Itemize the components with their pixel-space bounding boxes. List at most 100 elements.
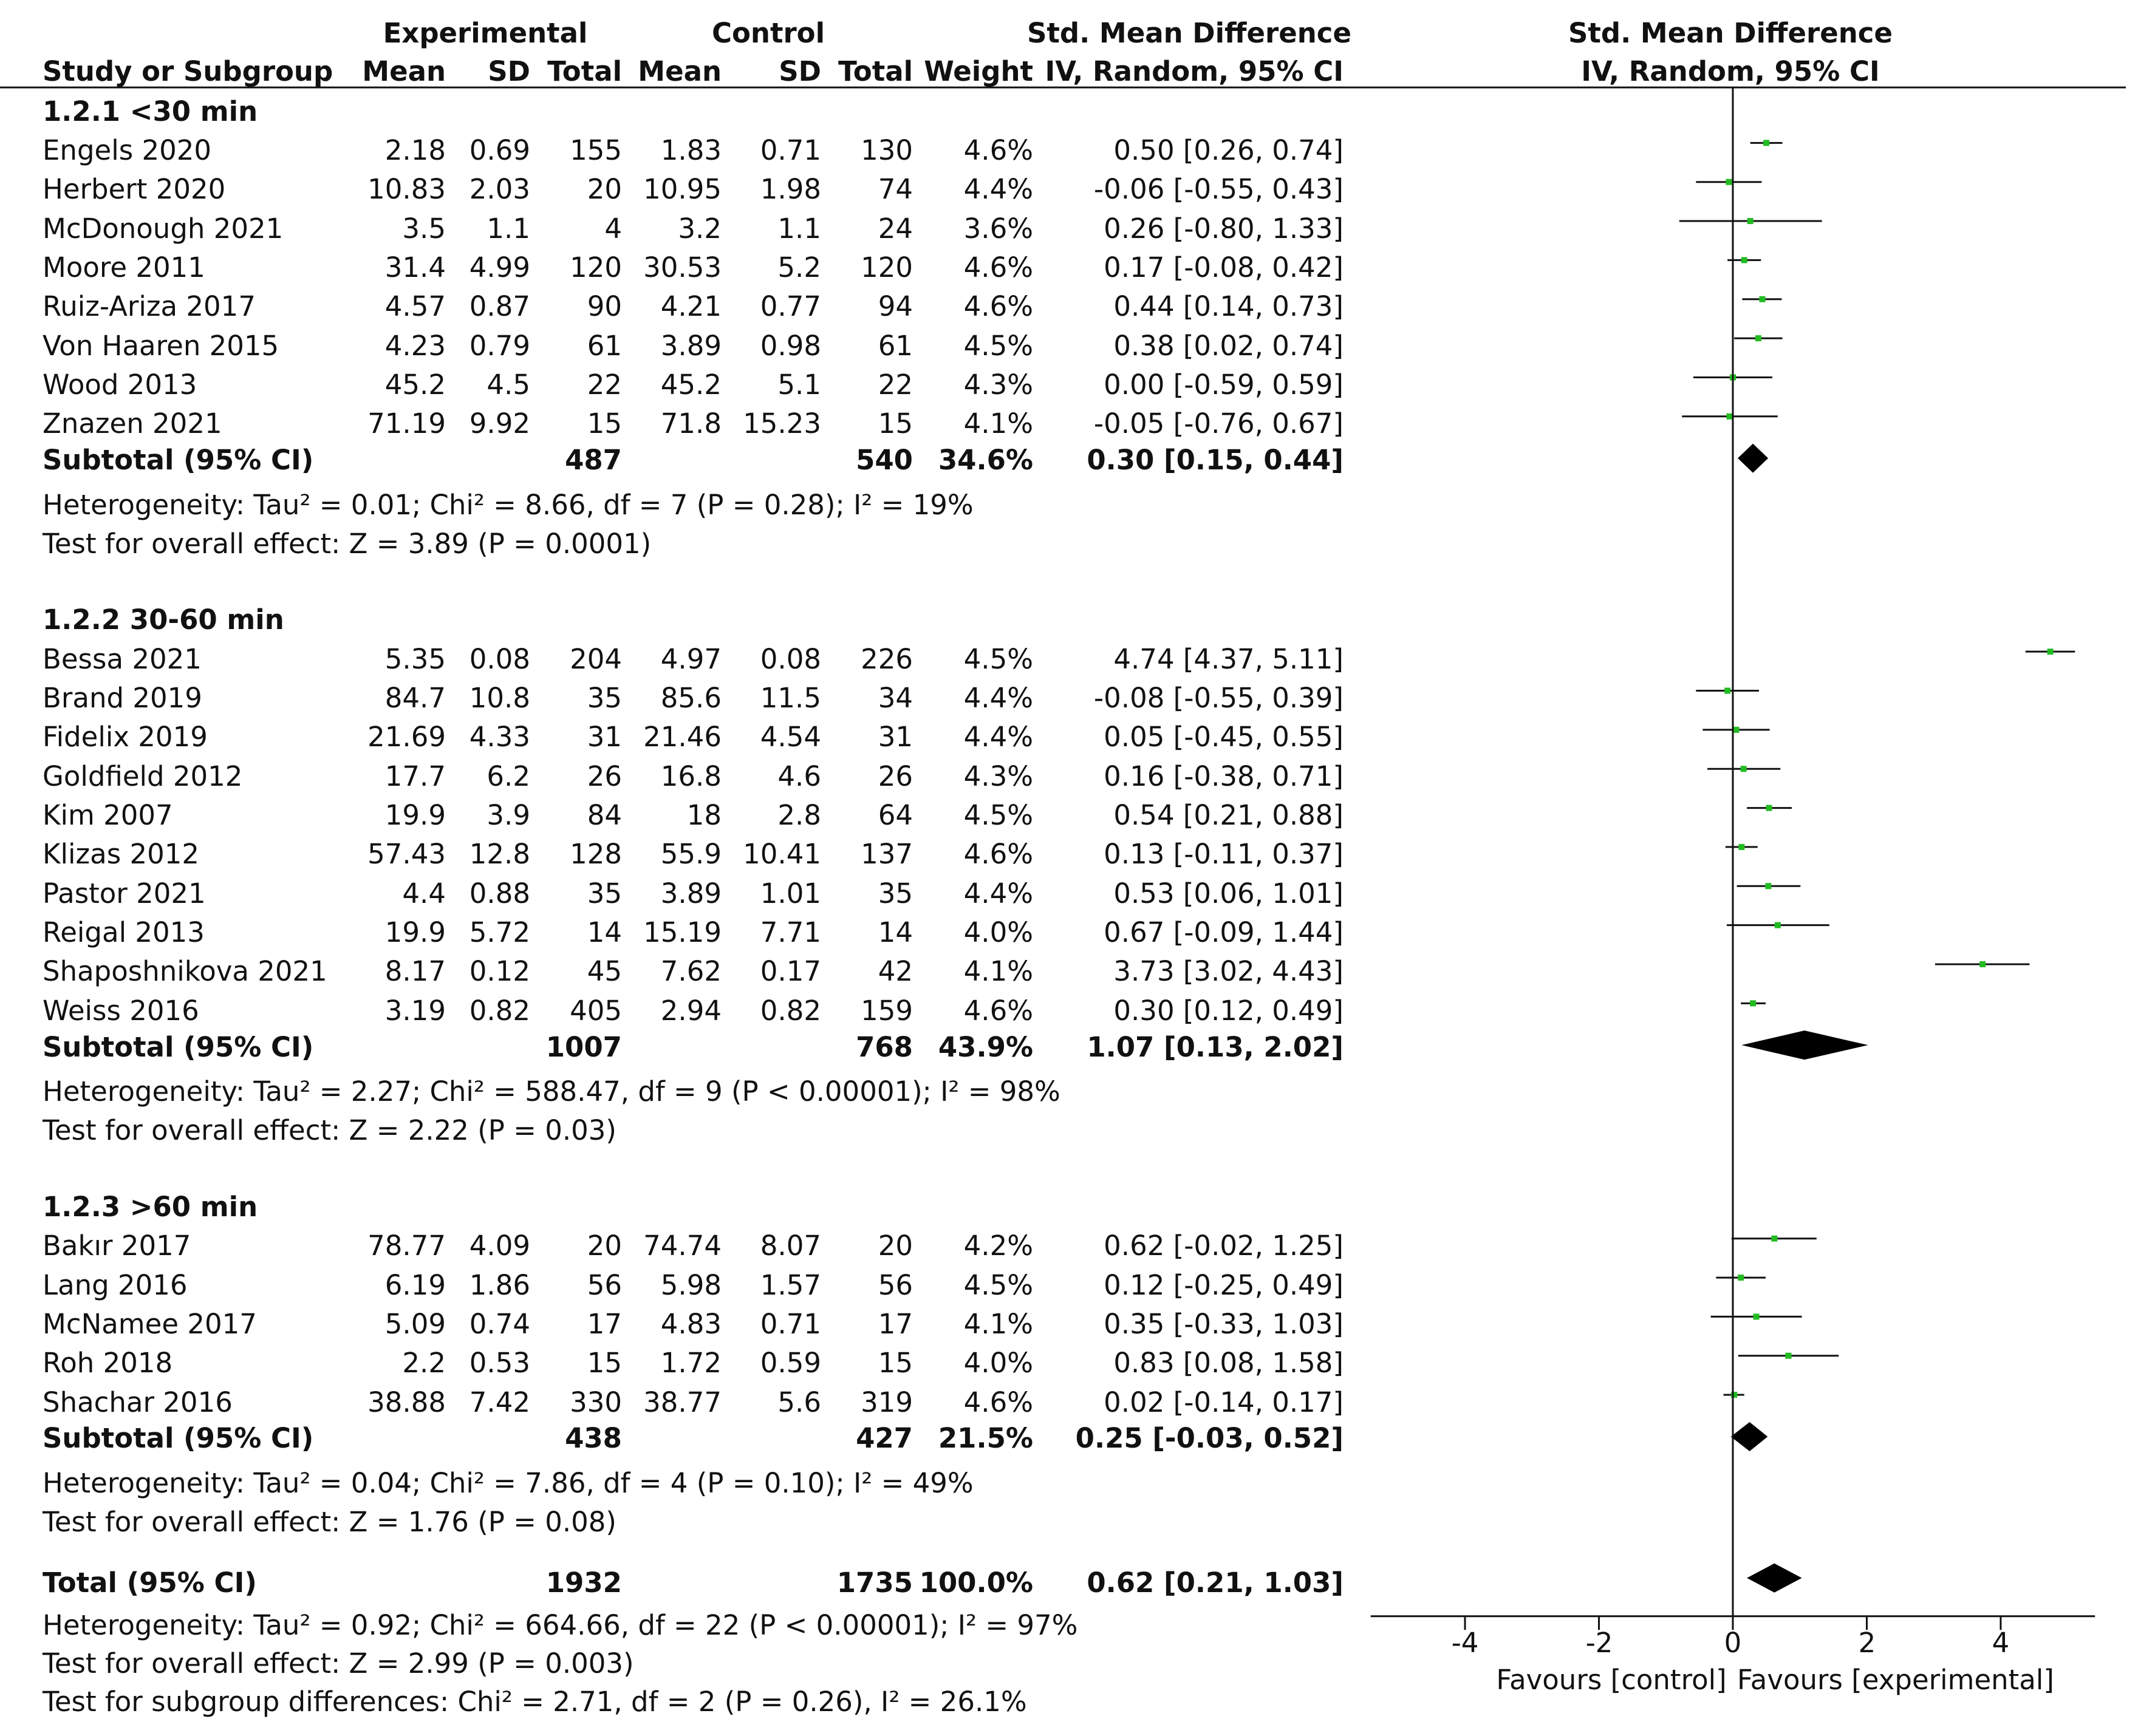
study-name: Shachar 2016 [43,1386,233,1418]
study-sd-experimental: 0.74 [469,1308,530,1340]
study-total-experimental: 15 [587,407,622,440]
study-total-experimental: 20 [587,173,622,205]
study-mean-experimental: 8.17 [384,955,446,987]
study-mean-experimental: 45.2 [384,369,446,401]
study-estimate-marker [1726,179,1732,185]
study-sd-control: 11.5 [760,682,821,714]
heterogeneity-text: Heterogeneity: Tau² = 0.04; Chi² = 7.86,… [43,1467,974,1499]
study-total-experimental: 20 [587,1230,622,1262]
study-name: Moore 2011 [43,251,205,284]
study-mean-control: 71.8 [660,407,722,440]
study-ci: 0.38 [0.02, 0.74] [1113,330,1344,362]
heterogeneity-text: Heterogeneity: Tau² = 0.01; Chi² = 8.66,… [43,489,974,521]
subtotal-total-control: 427 [856,1422,913,1454]
study-sd-control: 0.71 [760,134,821,166]
subtotal-total-experimental: 1007 [545,1031,622,1063]
study-total-control: 61 [878,330,913,362]
x-axis-tick-label: -2 [1585,1627,1613,1659]
study-sd-control: 0.08 [760,643,821,675]
study-mean-experimental: 5.35 [384,643,446,675]
favours-control-label: Favours [control] [1496,1664,1727,1696]
study-weight: 4.6% [963,995,1033,1027]
study-ci: 0.62 [-0.02, 1.25] [1104,1230,1344,1262]
study-mean-experimental: 31.4 [384,251,446,284]
study-ci: 0.00 [-0.59, 0.59] [1104,369,1344,401]
study-estimate-marker [2047,648,2054,655]
study-mean-control: 85.6 [660,682,722,714]
study-name: Brand 2019 [43,682,202,714]
header-experimental: Experimental [383,17,588,49]
study-ci: 0.50 [0.26, 0.74] [1113,134,1344,166]
study-ci: -0.08 [-0.55, 0.39] [1093,682,1344,714]
study-estimate-marker [1726,413,1733,420]
study-sd-control: 10.41 [743,838,821,870]
study-sd-experimental: 12.8 [469,838,530,870]
study-sd-experimental: 5.72 [469,916,530,948]
total-label: Total (95% CI) [43,1567,257,1599]
subtotal-label: Subtotal (95% CI) [43,444,314,476]
study-total-control: 24 [878,213,913,245]
study-ci: 0.54 [0.21, 0.88] [1113,799,1344,831]
study-mean-experimental: 3.5 [402,213,446,245]
study-estimate-marker [1774,922,1781,928]
study-mean-experimental: 84.7 [384,682,446,714]
study-weight: 4.6% [963,838,1033,870]
study-mean-control: 30.53 [643,251,722,284]
study-sd-control: 0.98 [760,330,821,362]
study-total-control: 56 [878,1269,913,1301]
study-total-experimental: 120 [570,251,622,284]
header-mean-e: Mean [362,55,446,87]
study-total-experimental: 17 [587,1308,622,1340]
study-name: Roh 2018 [43,1347,173,1379]
study-mean-experimental: 17.7 [384,760,446,792]
study-estimate-marker [1755,335,1761,342]
study-mean-experimental: 38.88 [367,1386,446,1418]
study-name: Ruiz-Ariza 2017 [43,290,256,322]
study-sd-control: 8.07 [760,1230,821,1262]
study-weight: 4.4% [963,682,1033,714]
study-ci: -0.05 [-0.76, 0.67] [1093,407,1344,440]
total-ci: 0.62 [0.21, 1.03] [1087,1567,1344,1599]
header-sd-e: SD [488,55,530,87]
study-weight: 4.4% [963,721,1033,753]
study-sd-experimental: 1.86 [469,1269,530,1301]
study-total-experimental: 330 [570,1386,622,1418]
subtotal-weight: 21.5% [938,1422,1033,1454]
study-name: Von Haaren 2015 [43,330,279,362]
header-control: Control [711,17,825,49]
subtotal-diamond [1730,1421,1768,1451]
study-mean-control: 10.95 [643,173,722,205]
study-total-control: 26 [878,760,913,792]
study-sd-experimental: 4.33 [469,721,530,753]
header-weight: Weight [924,55,1033,87]
study-weight: 4.6% [963,134,1033,166]
study-mean-experimental: 57.43 [367,838,446,870]
header-smd-table: Std. Mean Difference [1027,17,1351,49]
study-mean-experimental: 4.23 [384,330,446,362]
study-mean-control: 4.83 [660,1308,722,1340]
study-weight: 4.5% [963,643,1033,675]
x-axis-tick-label: -4 [1451,1627,1479,1659]
header-ci-plot: IV, Random, 95% CI [1581,55,1880,87]
study-sd-control: 4.54 [760,721,821,753]
header-ci-table: IV, Random, 95% CI [1045,55,1344,87]
study-weight: 3.6% [963,213,1033,245]
study-mean-control: 3.89 [660,877,722,910]
x-axis-tick-label: 4 [1992,1627,2010,1659]
study-mean-experimental: 6.19 [384,1269,446,1301]
study-mean-control: 7.62 [660,955,722,987]
favours-experimental-label: Favours [experimental] [1737,1664,2054,1696]
study-sd-control: 7.71 [760,916,821,948]
study-sd-experimental: 7.42 [469,1386,530,1418]
study-weight: 4.3% [963,760,1033,792]
subtotal-ci: 0.30 [0.15, 0.44] [1087,444,1344,476]
study-sd-experimental: 0.53 [469,1347,530,1379]
study-sd-control: 0.71 [760,1308,821,1340]
study-estimate-marker [1750,1000,1757,1007]
study-weight: 4.0% [963,1347,1033,1379]
header-smd-plot: Std. Mean Difference [1568,17,1893,49]
study-name: Znazen 2021 [43,407,222,440]
study-sd-control: 5.1 [777,369,821,401]
study-sd-experimental: 6.2 [487,760,530,792]
study-total-control: 15 [878,1347,913,1379]
